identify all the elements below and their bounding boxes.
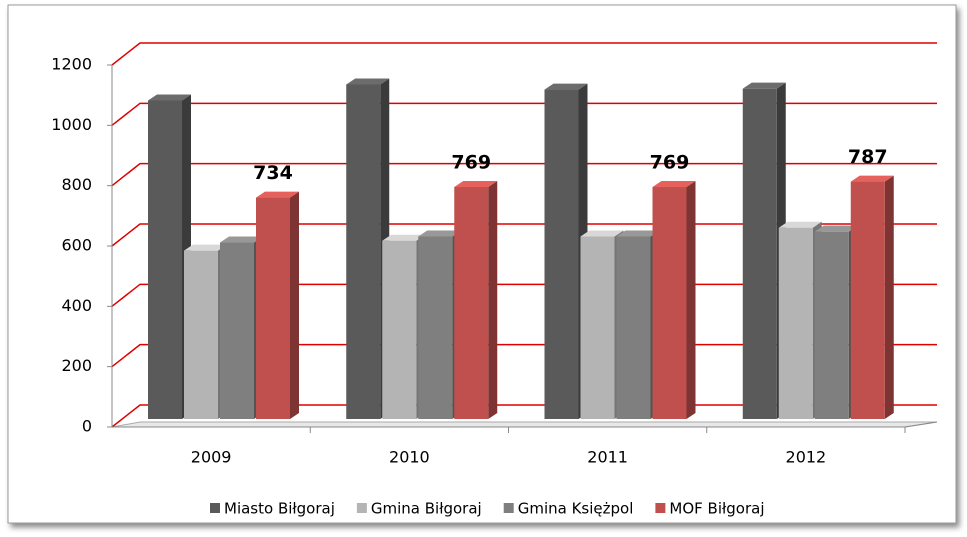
bar	[652, 187, 687, 419]
bar	[220, 242, 254, 419]
bar-top	[148, 94, 191, 101]
bar-top	[544, 83, 588, 90]
bar-side	[686, 181, 696, 419]
y-tick-label: 1200	[51, 55, 92, 74]
grid-line	[111, 42, 937, 66]
legend-label: Gmina Księżpol	[518, 500, 634, 518]
x-tick-label: 2010	[389, 448, 430, 467]
bar-top	[850, 175, 894, 182]
y-tick-label: 600	[61, 236, 92, 255]
legend-label: Gmina Biłgoraj	[371, 500, 482, 518]
bar	[778, 227, 813, 419]
data-label: 769	[451, 152, 491, 174]
grid-line	[111, 162, 937, 187]
bar-top	[814, 225, 858, 232]
x-tick-label: 2011	[587, 448, 628, 467]
bar	[454, 187, 489, 419]
bar	[544, 89, 579, 419]
bar-top	[346, 78, 390, 85]
legend-swatch	[356, 503, 367, 513]
x-axis-back	[904, 421, 938, 428]
bar-top	[256, 191, 299, 198]
bar-side	[290, 191, 299, 419]
bar	[850, 181, 885, 419]
bar-top	[652, 181, 696, 188]
bar-top	[418, 230, 462, 237]
data-label: 734	[253, 162, 293, 184]
legend-swatch	[655, 503, 666, 513]
bar-top	[184, 244, 227, 251]
bar	[814, 231, 849, 419]
bar	[256, 197, 290, 419]
data-label: 787	[848, 146, 888, 168]
bar-side	[488, 181, 498, 419]
bar-top	[454, 181, 498, 188]
bar	[346, 84, 381, 420]
y-tick-label: 800	[61, 175, 92, 194]
bar-top	[616, 230, 660, 237]
bar-top	[742, 82, 786, 89]
legend-label: Miasto Biłgoraj	[224, 500, 335, 518]
legend-swatch	[210, 503, 220, 513]
bar	[418, 236, 453, 419]
bar-side	[884, 175, 894, 419]
bar-top	[220, 236, 263, 243]
bar	[616, 236, 651, 419]
data-label: 769	[650, 152, 690, 174]
legend-label: MOF Biłgoraj	[669, 500, 764, 518]
y-tick-label: 200	[61, 356, 92, 375]
y-tick-label: 0	[82, 417, 92, 436]
x-tick-label: 2012	[786, 448, 827, 467]
bar-top	[778, 221, 822, 228]
x-tick-label: 2009	[191, 448, 232, 467]
grid-line	[111, 102, 937, 126]
y-tick-label: 1000	[51, 115, 92, 134]
bar	[148, 100, 182, 419]
bar	[184, 250, 218, 419]
bar-top	[382, 234, 426, 241]
legend-swatch	[503, 503, 514, 513]
bar-top	[580, 230, 624, 237]
y-tick-label: 400	[61, 296, 92, 315]
bar	[580, 236, 615, 419]
bar	[742, 88, 777, 420]
bar	[382, 240, 417, 419]
floor	[111, 421, 938, 428]
